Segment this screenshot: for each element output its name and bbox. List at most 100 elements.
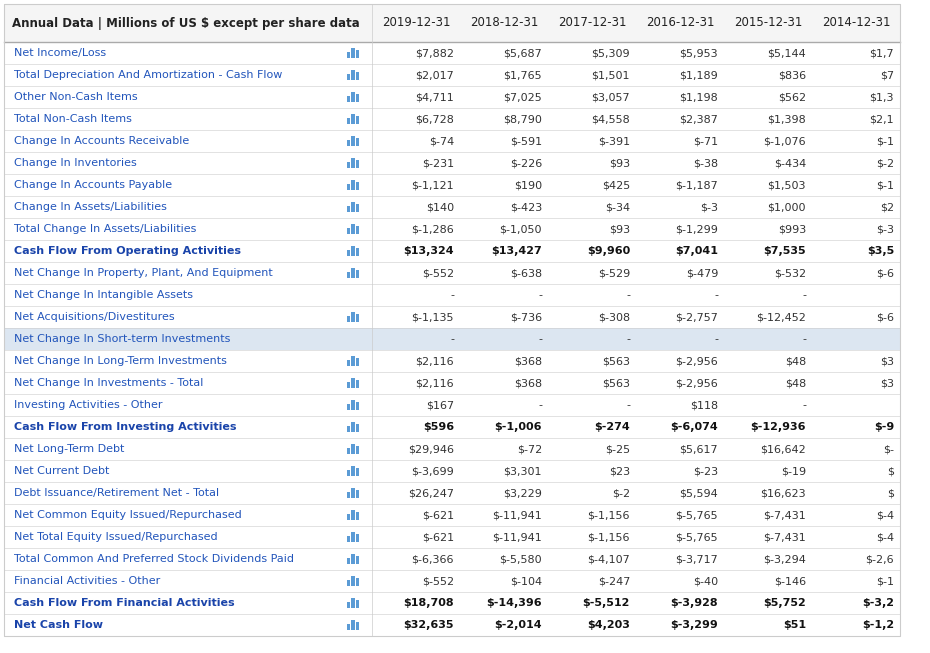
Text: $-74: $-74 <box>429 136 454 146</box>
Bar <box>347 316 350 322</box>
Bar <box>347 96 350 102</box>
Text: $-2,014: $-2,014 <box>495 620 542 630</box>
Text: $1,503: $1,503 <box>767 180 806 190</box>
Bar <box>352 378 354 388</box>
Bar <box>347 602 350 608</box>
Text: $4,558: $4,558 <box>591 114 630 124</box>
Text: $-1: $-1 <box>876 576 894 586</box>
Bar <box>352 92 354 102</box>
Text: $-4: $-4 <box>876 510 894 520</box>
Text: $-3: $-3 <box>876 224 894 234</box>
Bar <box>356 468 359 476</box>
Text: $-1,2: $-1,2 <box>862 620 894 630</box>
Text: -: - <box>538 334 542 344</box>
Text: $: $ <box>887 466 894 476</box>
Text: Net Total Equity Issued/Repurchased: Net Total Equity Issued/Repurchased <box>14 532 218 542</box>
Text: $1,7: $1,7 <box>870 48 894 58</box>
Text: $5,309: $5,309 <box>591 48 630 58</box>
Text: Net Change In Short-term Investments: Net Change In Short-term Investments <box>14 334 231 344</box>
Bar <box>347 536 350 542</box>
Text: $-12,936: $-12,936 <box>751 422 806 432</box>
Bar <box>347 404 350 410</box>
Bar <box>356 446 359 454</box>
Text: $-14,396: $-14,396 <box>486 598 542 608</box>
Text: 2017-12-31: 2017-12-31 <box>558 16 626 29</box>
Text: $5,617: $5,617 <box>680 444 718 454</box>
Text: $562: $562 <box>777 92 806 102</box>
Bar <box>347 624 350 630</box>
Bar <box>356 116 359 124</box>
Text: 2014-12-31: 2014-12-31 <box>822 16 890 29</box>
Text: $-3: $-3 <box>700 202 718 212</box>
Bar <box>352 598 354 608</box>
Text: -: - <box>626 334 630 344</box>
Bar <box>347 558 350 564</box>
Bar <box>356 622 359 630</box>
Bar <box>356 94 359 102</box>
Text: $-1,299: $-1,299 <box>675 224 718 234</box>
Bar <box>356 490 359 498</box>
Text: -: - <box>450 334 454 344</box>
Bar <box>352 136 354 146</box>
Text: $-3,717: $-3,717 <box>675 554 718 564</box>
Text: $-19: $-19 <box>781 466 806 476</box>
Text: $-1,156: $-1,156 <box>588 532 630 542</box>
Text: $-5,765: $-5,765 <box>675 532 718 542</box>
Bar <box>356 50 359 58</box>
Text: $-479: $-479 <box>685 268 718 278</box>
Text: $-1,156: $-1,156 <box>588 510 630 520</box>
Text: $2,387: $2,387 <box>679 114 718 124</box>
Bar <box>347 206 350 212</box>
Bar <box>347 514 350 520</box>
Bar <box>4 196 900 218</box>
Bar <box>356 600 359 608</box>
Text: $-274: $-274 <box>594 422 630 432</box>
Text: -: - <box>802 400 806 410</box>
Text: $5,752: $5,752 <box>764 598 806 608</box>
Text: Change In Inventories: Change In Inventories <box>14 158 137 168</box>
Text: $-6,074: $-6,074 <box>671 422 718 432</box>
Text: $167: $167 <box>426 400 454 410</box>
Text: $16,623: $16,623 <box>761 488 806 498</box>
Bar <box>4 614 900 636</box>
Text: $3,057: $3,057 <box>591 92 630 102</box>
Bar <box>4 306 900 328</box>
Text: $-736: $-736 <box>510 312 542 322</box>
Bar <box>4 174 900 196</box>
Text: -: - <box>450 290 454 300</box>
Bar <box>352 444 354 454</box>
Bar <box>356 226 359 234</box>
Text: $-3,294: $-3,294 <box>764 554 806 564</box>
Text: Cash Flow From Financial Activities: Cash Flow From Financial Activities <box>14 598 234 608</box>
Bar <box>4 438 900 460</box>
Text: $5,144: $5,144 <box>767 48 806 58</box>
Text: $-40: $-40 <box>693 576 718 586</box>
Bar <box>356 160 359 168</box>
Text: Net Income/Loss: Net Income/Loss <box>14 48 106 58</box>
Text: $-1: $-1 <box>876 136 894 146</box>
Text: $3,301: $3,301 <box>503 466 542 476</box>
Text: Total Depreciation And Amortization - Cash Flow: Total Depreciation And Amortization - Ca… <box>14 70 283 80</box>
Text: $-1,135: $-1,135 <box>411 312 454 322</box>
Text: -: - <box>714 290 718 300</box>
Text: Total Non-Cash Items: Total Non-Cash Items <box>14 114 132 124</box>
Text: $118: $118 <box>690 400 718 410</box>
Text: $3: $3 <box>880 378 894 388</box>
Text: $1,198: $1,198 <box>679 92 718 102</box>
Text: -: - <box>802 334 806 344</box>
Text: $-11,941: $-11,941 <box>492 510 542 520</box>
Text: $-621: $-621 <box>422 532 454 542</box>
Bar <box>4 482 900 504</box>
Text: -: - <box>802 290 806 300</box>
Text: $-1,121: $-1,121 <box>411 180 454 190</box>
Text: Total Change In Assets/Liabilities: Total Change In Assets/Liabilities <box>14 224 196 234</box>
Text: Change In Accounts Receivable: Change In Accounts Receivable <box>14 136 189 146</box>
Text: $-3,2: $-3,2 <box>862 598 894 608</box>
Text: $2: $2 <box>880 202 894 212</box>
Bar <box>356 248 359 256</box>
Text: Change In Assets/Liabilities: Change In Assets/Liabilities <box>14 202 166 212</box>
Text: Cash Flow From Operating Activities: Cash Flow From Operating Activities <box>14 246 241 256</box>
Text: $1,765: $1,765 <box>503 70 542 80</box>
Bar <box>347 448 350 454</box>
Bar <box>352 70 354 80</box>
